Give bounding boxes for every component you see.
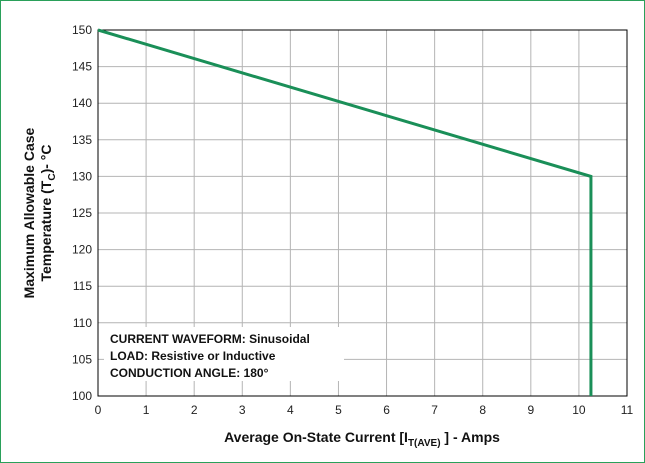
y-tick-label: 150	[72, 23, 92, 37]
annotation-conduction-angle: CONDUCTION ANGLE: 180°	[110, 366, 269, 380]
x-tick-label: 11	[621, 403, 634, 417]
y-tick-label: 130	[72, 169, 92, 183]
y-tick-label: 100	[72, 389, 92, 403]
plot-area-border	[97, 29, 628, 397]
x-tick-labels: 0 1 2 3 4 5 6 7 8 9 10 11	[95, 403, 634, 417]
y-tick-label: 145	[72, 60, 92, 74]
y-axis-title-subscript: C	[47, 173, 58, 180]
x-tick-label: 10	[572, 403, 586, 417]
y-tick-label: 110	[73, 316, 92, 330]
chart-series	[97, 28, 593, 396]
x-axis-title-subscript: T(AVE)	[408, 438, 441, 449]
x-tick-label: 1	[143, 403, 150, 417]
annotation-load: LOAD: Resistive or Inductive	[110, 349, 276, 363]
y-axis-title-line1: Maximum Allowable Case	[21, 127, 37, 298]
x-tick-label: 6	[383, 403, 390, 417]
y-tick-labels: 100 105 110 115 120 125 130 135 140 145 150	[72, 23, 92, 403]
x-axis-title-suffix: ] - Amps	[441, 429, 501, 445]
y-tick-label: 105	[72, 352, 92, 366]
x-tick-label: 0	[95, 403, 102, 417]
y-tick-label: 115	[73, 279, 92, 293]
y-axis-title-prefix: Temperature (T	[38, 180, 54, 281]
x-tick-label: 3	[239, 403, 246, 417]
y-tick-label: 135	[72, 133, 92, 147]
y-axis-title-line2: Temperature (TC)- °C	[38, 144, 58, 281]
x-tick-label: 9	[527, 403, 534, 417]
x-tick-label: 4	[287, 403, 294, 417]
series-line	[97, 28, 593, 396]
annotation-waveform: CURRENT WAVEFORM: Sinusoidal	[110, 332, 310, 346]
y-tick-label: 120	[72, 243, 92, 257]
annotation-box	[104, 327, 344, 381]
y-tick-label: 125	[72, 206, 92, 220]
x-axis-title: Average On-State Current [IT(AVE) ] - Am…	[224, 429, 500, 449]
x-tick-label: 8	[479, 403, 486, 417]
x-tick-label: 5	[335, 403, 342, 417]
x-axis-title-prefix: Average On-State Current [I	[224, 429, 408, 445]
y-axis-title-suffix: )- °C	[38, 144, 54, 173]
y-tick-label: 140	[72, 96, 92, 110]
x-tick-label: 2	[191, 403, 198, 417]
x-tick-label: 7	[431, 403, 438, 417]
